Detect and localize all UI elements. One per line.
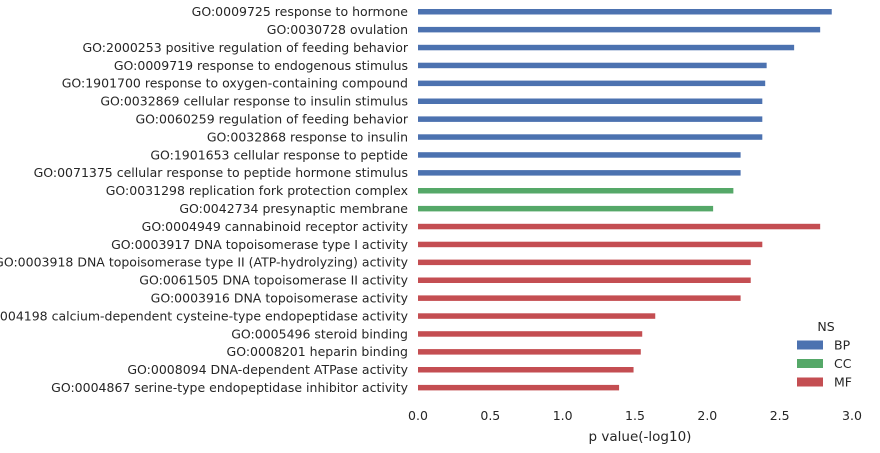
x-tick-label: 1.0 [553, 408, 573, 423]
category-label: GO:0060259 regulation of feeding behavio… [135, 111, 408, 126]
bar-cc [418, 188, 734, 194]
bar-bp [418, 170, 741, 176]
category-label: GO:0005496 steroid binding [231, 326, 408, 341]
legend-swatch-cc [797, 359, 823, 368]
bar-mf [418, 223, 821, 230]
legend-label-mf: MF [834, 375, 852, 390]
x-tick-label: 2.5 [770, 408, 790, 423]
bar-bp [418, 116, 763, 122]
bar-mf [418, 277, 751, 283]
bar-bp [418, 152, 741, 158]
category-label: GO:1901700 response to oxygen-containing… [62, 76, 408, 91]
x-tick-label: 0.0 [408, 408, 428, 423]
bar-bp [418, 9, 832, 15]
x-axis-ticks: 0.0 0.5 1.0 1.5 2.0 2.5 3.0 [408, 408, 862, 423]
x-axis-label: p value(-log10) [589, 429, 692, 445]
category-label: GO:0061505 DNA topoisomerase II activity [139, 273, 408, 288]
category-label: GO:0003917 DNA topoisomerase type I acti… [111, 237, 409, 252]
bar-mf [418, 295, 741, 301]
bar-mf [418, 331, 643, 337]
category-label: GO:0008094 DNA-dependent ATPase activity [127, 362, 408, 377]
category-label: GO:0032869 cellular response to insulin … [100, 94, 408, 109]
legend-swatch-mf [797, 377, 823, 387]
category-label: GO:0004198 calcium-dependent cysteine-ty… [0, 308, 409, 323]
category-label: GO:0004867 serine-type endopeptidase inh… [51, 380, 408, 395]
bar-bp [418, 44, 795, 51]
bar-mf [418, 241, 763, 248]
legend-label-cc: CC [834, 356, 852, 371]
bar-bp [418, 98, 763, 104]
category-labels: GO:0009725 response to hormone GO:0030728… [0, 4, 409, 395]
category-label: GO:0031298 replication fork protection c… [106, 183, 408, 198]
category-label: GO:0004949 cannabinoid receptor activity [142, 219, 409, 234]
category-label: GO:0030728 ovulation [267, 22, 408, 37]
bar-bp [418, 26, 821, 33]
x-tick-label: 2.0 [697, 408, 717, 423]
bar-cc [418, 205, 714, 212]
category-label: GO:0009725 response to hormone [192, 4, 409, 19]
legend-label-bp: BP [834, 338, 851, 353]
legend-swatch-bp [797, 340, 823, 350]
category-label: GO:2000253 positive regulation of feedin… [82, 40, 408, 55]
bar-bp [418, 134, 763, 140]
bar-mf [418, 367, 634, 373]
legend-title: NS [817, 319, 834, 334]
x-tick-label: 1.5 [625, 408, 645, 423]
category-label: GO:1901653 cellular response to peptide [150, 147, 408, 162]
bar-mf [418, 259, 751, 266]
x-tick-label: 0.5 [480, 408, 500, 423]
category-label: GO:0042734 presynaptic membrane [179, 201, 408, 216]
bar-mf [418, 349, 641, 355]
bar-bp [418, 80, 766, 87]
category-label: GO:0003918 DNA topoisomerase type II (AT… [0, 255, 409, 270]
bar-bp [418, 62, 767, 69]
bars-layer [418, 9, 832, 391]
category-label: GO:0008201 heparin binding [227, 344, 408, 359]
bar-mf [418, 313, 656, 319]
legend: NS BP CC MF [797, 319, 852, 390]
x-tick-label: 3.0 [842, 408, 862, 423]
category-label: GO:0003916 DNA topoisomerase activity [151, 290, 409, 305]
category-label: GO:0009719 response to endogenous stimul… [114, 58, 408, 73]
legend-entries: BP CC MF [797, 338, 852, 390]
bar-mf [418, 384, 620, 391]
category-label: GO:0071375 cellular response to peptide … [34, 165, 408, 180]
category-label: GO:0032868 response to insulin [207, 129, 408, 144]
